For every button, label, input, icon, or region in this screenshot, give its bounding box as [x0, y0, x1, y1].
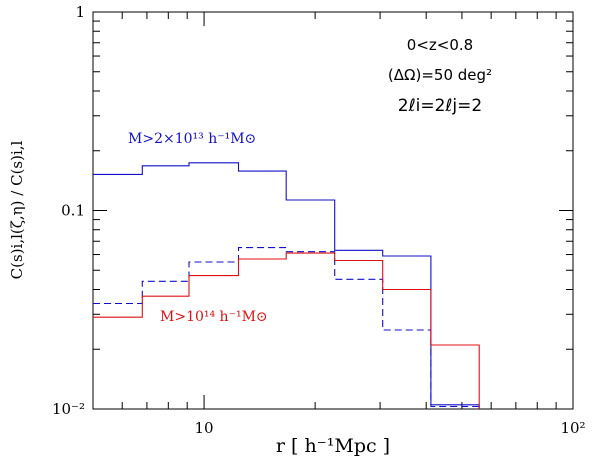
y-tick-label: 10⁻² [52, 400, 85, 418]
annotation-area: (ΔΩ)=50 deg² [388, 66, 492, 84]
y-tick-label: 0.1 [61, 202, 85, 220]
plot-border [92, 11, 574, 410]
data-series [93, 162, 480, 409]
plot-frame [92, 11, 574, 410]
x-tick-label: 10 [195, 419, 214, 437]
y-axis-label: C(s)i,l(ζ,η) / C(s)i,l [8, 140, 26, 279]
y-tick-label: 1 [75, 3, 85, 21]
annotation-redshift: 0<z<0.8 [407, 36, 473, 54]
axis-tick-labels: 10 10² 1 0.1 10⁻² [52, 3, 586, 437]
series-label-very-high-mass: M>10¹⁴ h⁻¹M⊙ [160, 309, 268, 325]
axis-ticks [92, 11, 574, 410]
series-line-2 [93, 252, 480, 409]
annotation-multipoles: 2ℓi=2ℓj=2 [398, 96, 482, 116]
series-line-0 [93, 162, 480, 409]
series-line-1 [93, 247, 480, 409]
x-tick-label: 10² [560, 419, 585, 437]
series-label-high-mass: M>2×10¹³ h⁻¹M⊙ [128, 131, 256, 147]
x-axis-label: r [ h⁻¹Mpc ] [276, 435, 390, 457]
